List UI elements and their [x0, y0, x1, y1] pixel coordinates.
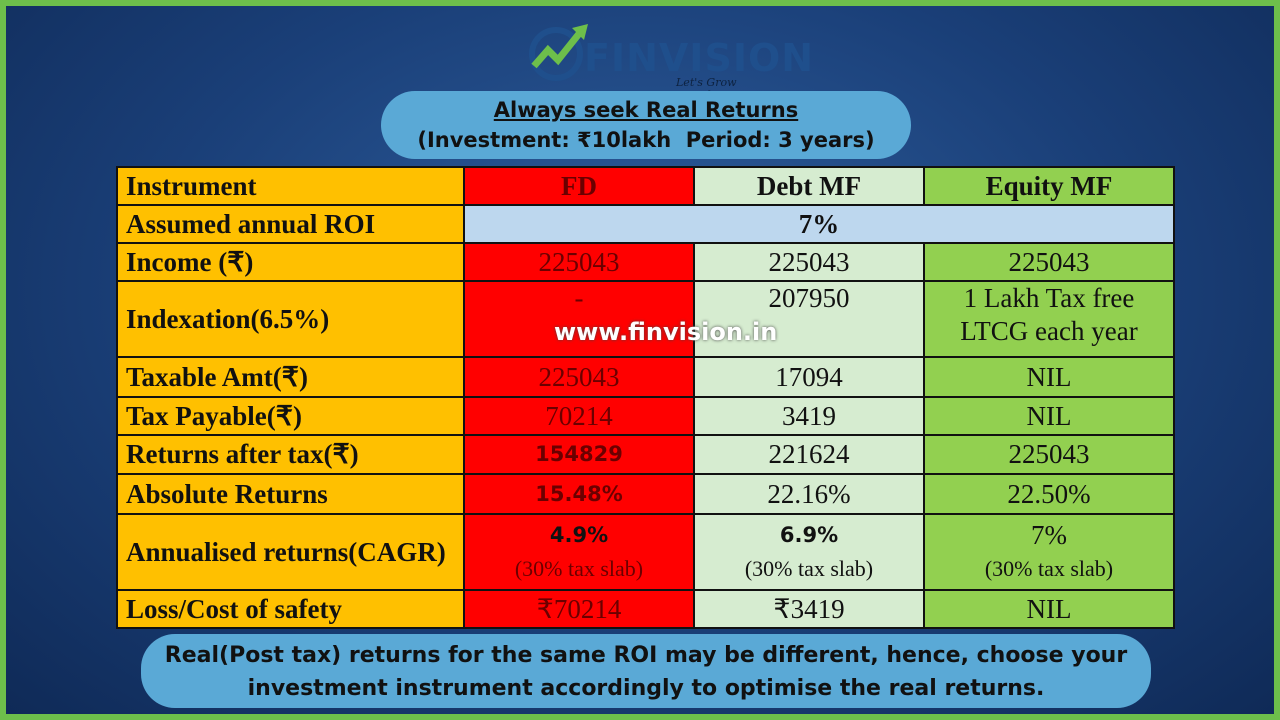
table-cell: -	[463, 280, 695, 358]
table-row: Income (₹) 225043 225043 225043	[116, 242, 1175, 282]
header-row: Instrument FD Debt MF Equity MF	[116, 166, 1175, 206]
row-label: Indexation(6.5%)	[116, 280, 465, 358]
row-label: Annualised returns(CAGR)	[116, 513, 465, 591]
table-cell: 225043	[693, 242, 925, 282]
table-cell: 221624	[693, 434, 925, 475]
table-cell: 7%	[463, 204, 1175, 244]
column-header: Equity MF	[923, 166, 1175, 206]
table-cell: NIL	[923, 356, 1175, 398]
table-cell: 154829	[463, 434, 695, 475]
cell-value: 4.9%	[549, 523, 609, 547]
row-label: Absolute Returns	[116, 473, 465, 515]
column-header: Debt MF	[693, 166, 925, 206]
table-cell: 225043	[923, 434, 1175, 475]
logo-icon	[529, 24, 588, 81]
logo-name: FINVISION	[584, 36, 815, 80]
watermark: www.finvision.in	[554, 318, 778, 346]
table-cell: 225043	[463, 356, 695, 398]
table-cell: 22.50%	[923, 473, 1175, 515]
table-cell: 7% (30% tax slab)	[923, 513, 1175, 591]
table-cell: ₹70214	[463, 589, 695, 629]
cell-note: (30% tax slab)	[744, 556, 874, 581]
row-label: Loss/Cost of safety	[116, 589, 465, 629]
table-cell: 6.9% (30% tax slab)	[693, 513, 925, 591]
title-pill: Always seek Real Returns (Investment: ₹1…	[381, 91, 911, 159]
table-row: Assumed annual ROI 7%	[116, 204, 1175, 244]
table-row: Loss/Cost of safety ₹70214 ₹3419 NIL	[116, 589, 1175, 629]
table-cell: 17094	[693, 356, 925, 398]
footer-pill: Real(Post tax) returns for the same ROI …	[141, 634, 1151, 708]
cell-note: (30% tax slab)	[984, 556, 1114, 581]
table-cell: 22.16%	[693, 473, 925, 515]
row-label: Income (₹)	[116, 242, 465, 282]
row-label: Taxable Amt(₹)	[116, 356, 465, 398]
table-row: Returns after tax(₹) 154829 221624 225043	[116, 434, 1175, 475]
table-cell: 1 Lakh Tax free LTCG each year	[923, 280, 1175, 358]
table-row: Taxable Amt(₹) 225043 17094 NIL	[116, 356, 1175, 398]
footer-text: Real(Post tax) returns for the same ROI …	[164, 643, 1128, 701]
table-cell: 4.9% (30% tax slab)	[463, 513, 695, 591]
cell-value: 6.9%	[779, 523, 839, 547]
table-cell: 70214	[463, 396, 695, 436]
column-header: FD	[463, 166, 695, 206]
table-cell: ₹3419	[693, 589, 925, 629]
table-cell: 207950	[693, 280, 925, 358]
table-cell: 15.48%	[463, 473, 695, 515]
subtitle: (Investment: ₹10lakh Period: 3 years)	[417, 128, 875, 152]
row-label: Returns after tax(₹)	[116, 434, 465, 475]
table-row: Annualised returns(CAGR) 4.9% (30% tax sla…	[116, 513, 1175, 591]
cell-value: 7%	[1031, 520, 1067, 550]
column-header: Instrument	[116, 166, 465, 206]
table-cell: 225043	[463, 242, 695, 282]
table-cell: NIL	[923, 396, 1175, 436]
table-row: Absolute Returns 15.48% 22.16% 22.50%	[116, 473, 1175, 515]
table-row: Indexation(6.5%) -207950 1 Lakh Tax free L…	[116, 280, 1175, 358]
title: Always seek Real Returns	[493, 98, 799, 122]
row-label: Assumed annual ROI	[116, 204, 465, 244]
table-cell: 225043	[923, 242, 1175, 282]
row-label: Tax Payable(₹)	[116, 396, 465, 436]
table-row: Tax Payable(₹) 70214 3419 NIL	[116, 396, 1175, 436]
table-cell: NIL	[923, 589, 1175, 629]
table-cell: 3419	[693, 396, 925, 436]
cell-note: (30% tax slab)	[514, 556, 644, 581]
logo: FINVISION Let's Grow Together	[526, 18, 813, 102]
returns-table: Instrument FD Debt MF Equity MF Assumed annu…	[116, 166, 1175, 629]
